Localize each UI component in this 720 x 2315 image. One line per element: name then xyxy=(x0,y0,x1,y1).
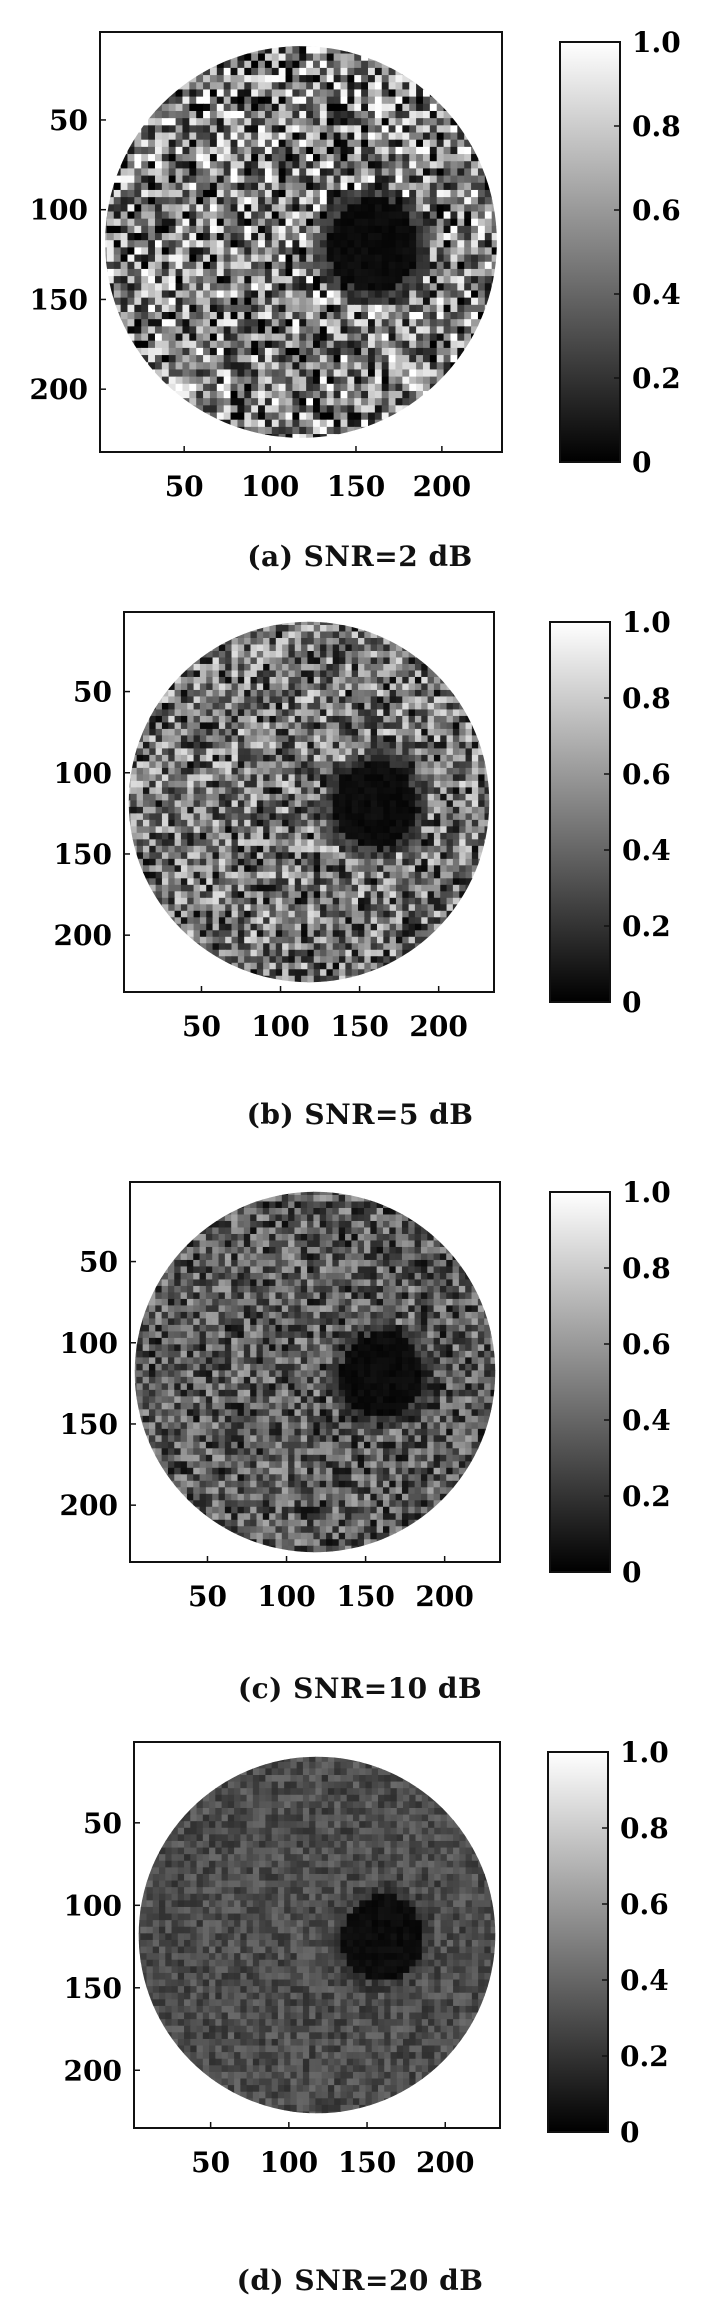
y-tick-label: 50 xyxy=(49,104,88,137)
colorbar-tick-label: 0.4 xyxy=(622,834,671,867)
colorbar-tick-label: 1.0 xyxy=(622,1176,671,1209)
y-tick-label: 50 xyxy=(83,1807,122,1840)
y-tick-label: 100 xyxy=(60,1327,118,1360)
x-tick-label: 100 xyxy=(260,2146,318,2179)
x-tick-label: 150 xyxy=(327,470,385,503)
reconstruction-image xyxy=(105,46,497,438)
colorbar-tick-label: 0.8 xyxy=(622,682,671,715)
panel-d: 50 100 150 200 50 100 150 200 1.0 0.8 0.6 0.4 0.2 0 (d… xyxy=(0,1730,720,2315)
colorbar-tick-label: 0.2 xyxy=(622,1480,671,1513)
heatmap-chart: 50 100 150 200 50 100 150 200 1.0 0.8 0.6 0.4 0.2 0 xyxy=(30,26,681,503)
heatmap-chart: 50 100 150 200 50 100 150 200 1.0 0.8 0.6 0.4 0.2 0 xyxy=(54,606,671,1043)
y-tick-label: 200 xyxy=(64,2054,122,2087)
x-tick-label: 50 xyxy=(182,1010,221,1043)
x-tick-label: 200 xyxy=(413,470,471,503)
plot-frame xyxy=(99,31,503,453)
colorbar-tick-label: 0.4 xyxy=(622,1404,671,1437)
x-tick-label: 200 xyxy=(415,1580,473,1613)
colorbar-tick-label: 0 xyxy=(622,986,641,1019)
colorbar-tick-label: 0.8 xyxy=(620,1812,669,1845)
colorbar-tick-label: 0 xyxy=(620,2116,639,2149)
y-tick-label: 150 xyxy=(60,1408,118,1441)
y-tick-label: 100 xyxy=(30,194,88,227)
colorbar-tick-label: 0.2 xyxy=(622,910,671,943)
x-tick-label: 150 xyxy=(336,1580,394,1613)
y-tick-label: 150 xyxy=(64,1972,122,2005)
x-tick-label: 100 xyxy=(257,1580,315,1613)
x-tick-label: 50 xyxy=(191,2146,230,2179)
x-tick-label: 50 xyxy=(165,470,204,503)
panel-c: 50 100 150 200 50 100 150 200 1.0 0.8 0.6 0.4 0.2 0 (c… xyxy=(0,1160,720,1730)
panel-caption: (b) SNR=5 dB xyxy=(246,1098,474,1131)
colorbar-tick-label: 0 xyxy=(632,446,651,479)
panel-caption: (d) SNR=20 dB xyxy=(236,2264,484,2297)
panel-caption: (a) SNR=2 dB xyxy=(247,540,473,573)
x-tick-label: 200 xyxy=(409,1010,467,1043)
x-tick-label: 150 xyxy=(338,2146,396,2179)
panel-caption: (c) SNR=10 dB xyxy=(237,1672,483,1705)
colorbar-tick-label: 0.6 xyxy=(620,1888,669,1921)
y-tick-label: 50 xyxy=(79,1246,118,1279)
colorbar-tick-label: 0.4 xyxy=(632,278,681,311)
colorbar xyxy=(549,1191,611,1573)
reconstruction-image xyxy=(128,621,490,983)
y-tick-label: 150 xyxy=(30,283,88,316)
colorbar-tick-label: 0.6 xyxy=(622,1328,671,1361)
x-tick-label: 50 xyxy=(188,1580,227,1613)
y-tick-label: 200 xyxy=(30,373,88,406)
heatmap-chart: 50 100 150 200 50 100 150 200 1.0 0.8 0.6 0.4 0.2 0 xyxy=(60,1176,671,1613)
colorbar-tick-label: 0.8 xyxy=(622,1252,671,1285)
colorbar-tick-label: 0.6 xyxy=(622,758,671,791)
colorbar xyxy=(547,1751,609,2133)
x-tick-label: 200 xyxy=(416,2146,474,2179)
colorbar-tick-label: 0.2 xyxy=(632,362,681,395)
x-tick-label: 100 xyxy=(251,1010,309,1043)
colorbar xyxy=(559,41,621,463)
colorbar-tick-label: 1.0 xyxy=(620,1736,669,1769)
plot-frame xyxy=(123,611,495,993)
colorbar-tick-label: 1.0 xyxy=(632,26,681,59)
colorbar-tick-label: 0.6 xyxy=(632,194,681,227)
y-tick-label: 100 xyxy=(54,757,112,790)
colorbar-tick-label: 0 xyxy=(622,1556,641,1589)
y-tick-label: 50 xyxy=(73,676,112,709)
y-tick-label: 200 xyxy=(54,919,112,952)
panel-b: 50 100 150 200 50 100 150 200 1.0 0.8 0.6 0.4 0.2 0 (b… xyxy=(0,590,720,1160)
panel-a: 50 100 150 200 50 100 150 200 1.0 0.8 0.6 0.4 0.2 0 (a… xyxy=(0,0,720,590)
heatmap-chart: 50 100 150 200 50 100 150 200 1.0 0.8 0.6 0.4 0.2 0 xyxy=(64,1736,669,2179)
plot-frame xyxy=(129,1181,501,1563)
colorbar-tick-label: 0.2 xyxy=(620,2040,669,2073)
x-tick-label: 150 xyxy=(330,1010,388,1043)
y-tick-label: 150 xyxy=(54,838,112,871)
y-tick-label: 200 xyxy=(60,1489,118,1522)
y-tick-label: 100 xyxy=(64,1889,122,1922)
reconstruction-image xyxy=(138,1756,496,2114)
colorbar-tick-label: 0.4 xyxy=(620,1964,669,1997)
reconstruction-image xyxy=(134,1191,496,1553)
colorbar xyxy=(549,621,611,1003)
colorbar-tick-label: 0.8 xyxy=(632,110,681,143)
x-tick-label: 100 xyxy=(241,470,299,503)
colorbar-tick-label: 1.0 xyxy=(622,606,671,639)
plot-frame xyxy=(133,1741,501,2129)
